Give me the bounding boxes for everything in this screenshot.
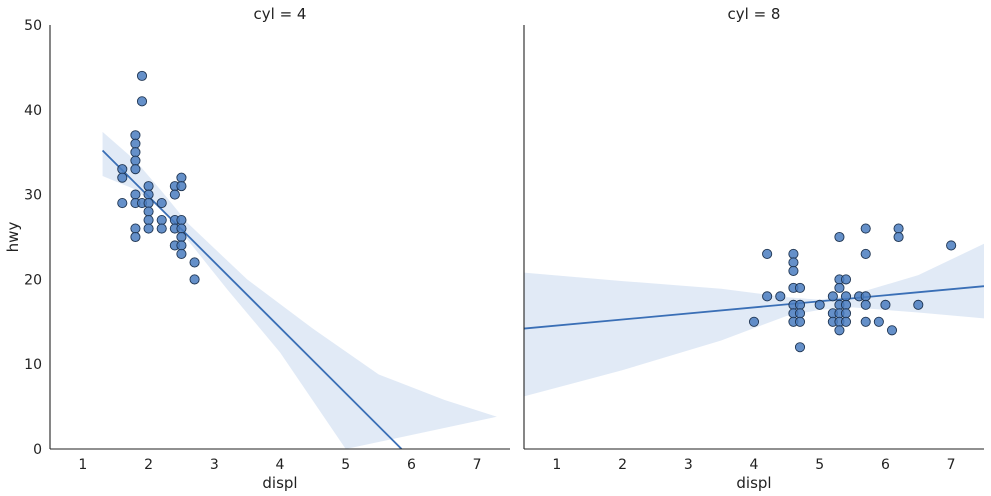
x-tick-label: 3 xyxy=(684,457,693,473)
scatter-point xyxy=(143,181,154,192)
scatter-point xyxy=(189,274,200,285)
scatter-point xyxy=(169,189,180,200)
scatter-point xyxy=(130,130,141,141)
scatter-point xyxy=(762,291,773,302)
scatter-point xyxy=(860,291,871,302)
x-tick-label: 2 xyxy=(144,457,153,473)
scatter-point xyxy=(946,240,957,251)
x-tick-label: 2 xyxy=(618,457,627,473)
scatter-point xyxy=(794,299,806,310)
x-tick-label: 3 xyxy=(210,457,219,473)
scatter-point xyxy=(130,155,141,166)
facet-panel-cyl-8: 1 2 3 4 5 6 7 cyl = 8 displ xyxy=(523,5,984,492)
scatter-point xyxy=(827,291,838,302)
x-tick-label: 5 xyxy=(341,457,350,473)
scatter-point xyxy=(834,282,845,293)
y-axis-label: hwy xyxy=(4,222,22,253)
scatter-point xyxy=(794,308,806,319)
x-axis-label: displ xyxy=(736,474,771,492)
scatter-point xyxy=(762,248,773,260)
scatter-point xyxy=(143,189,154,200)
scatter-point xyxy=(840,316,852,327)
scatter-point xyxy=(176,223,187,234)
scatter-point xyxy=(834,325,845,336)
y-tick-label: 40 xyxy=(24,103,42,119)
x-tick-label: 7 xyxy=(947,457,956,473)
scatter-point xyxy=(788,257,799,268)
scatter-point xyxy=(794,282,806,293)
confidence-band xyxy=(102,131,497,449)
scatter-point xyxy=(794,316,806,327)
scatter-point xyxy=(156,223,167,234)
scatter-point xyxy=(143,214,154,226)
scatter-point xyxy=(143,198,154,209)
scatter-point xyxy=(880,299,891,310)
x-tick-label: 5 xyxy=(815,457,824,473)
scatter-point xyxy=(814,299,825,310)
scatter-point xyxy=(860,248,871,260)
scatter-point xyxy=(176,181,187,192)
scatter-point xyxy=(775,291,786,302)
plot-area xyxy=(101,70,497,449)
scatter-point xyxy=(156,198,167,209)
scatter-point xyxy=(130,231,141,243)
scatter-point xyxy=(117,198,128,209)
scatter-point xyxy=(130,147,141,158)
x-tick-label: 4 xyxy=(276,457,285,473)
scatter-point xyxy=(176,240,187,251)
panel-title: cyl = 4 xyxy=(254,5,307,23)
scatter-point xyxy=(840,274,852,285)
scatter-point xyxy=(913,299,924,310)
scatter-point xyxy=(176,172,187,183)
scatter-point xyxy=(130,164,141,175)
facet-panel-cyl-4: 1 2 3 4 5 6 7 0 10 20 30 40 50 cyl = 4 displ hwy xyxy=(4,5,510,492)
scatter-point xyxy=(794,342,806,353)
regression-line xyxy=(524,285,984,330)
y-tick-label: 0 xyxy=(33,442,42,458)
x-tick-label: 1 xyxy=(78,457,87,473)
scatter-point xyxy=(117,172,128,183)
scatter-point xyxy=(886,325,898,336)
y-tick-label: 30 xyxy=(24,188,42,204)
scatter-point xyxy=(834,231,845,243)
scatter-point xyxy=(117,164,128,175)
y-tick-label: 10 xyxy=(24,357,42,373)
scatter-point xyxy=(860,316,871,327)
scatter-point xyxy=(130,138,141,149)
scatter-point xyxy=(130,223,141,234)
x-tick-label: 7 xyxy=(473,457,482,473)
scatter-point xyxy=(748,316,760,327)
scatter-point xyxy=(143,223,154,234)
scatter-point xyxy=(136,96,148,107)
y-tick-label: 50 xyxy=(24,18,42,34)
scatter-point xyxy=(130,189,141,200)
scatter-point xyxy=(840,299,852,310)
scatter-point xyxy=(893,231,904,243)
scatter-point xyxy=(873,316,884,327)
y-tick-label: 20 xyxy=(24,272,42,288)
scatter-point xyxy=(176,231,187,243)
scatter-point xyxy=(860,299,871,310)
scatter-point xyxy=(136,70,148,81)
x-tick-label: 1 xyxy=(552,457,561,473)
scatter-point xyxy=(788,265,799,276)
scatter-point xyxy=(143,206,154,217)
scatter-point xyxy=(189,257,200,268)
x-tick-label: 6 xyxy=(407,457,416,473)
scatter-point xyxy=(840,291,852,302)
scatter-point xyxy=(893,223,904,234)
scatter-point xyxy=(840,308,852,319)
scatter-point xyxy=(176,214,187,226)
x-tick-label: 6 xyxy=(881,457,890,473)
scatter-point xyxy=(860,223,871,234)
scatter-point xyxy=(156,214,167,226)
panel-title: cyl = 8 xyxy=(728,5,781,23)
scatter-point xyxy=(176,248,187,260)
x-axis-label: displ xyxy=(262,474,297,492)
plot-area xyxy=(524,223,984,397)
x-tick-label: 4 xyxy=(750,457,759,473)
scatter-point xyxy=(788,248,799,260)
